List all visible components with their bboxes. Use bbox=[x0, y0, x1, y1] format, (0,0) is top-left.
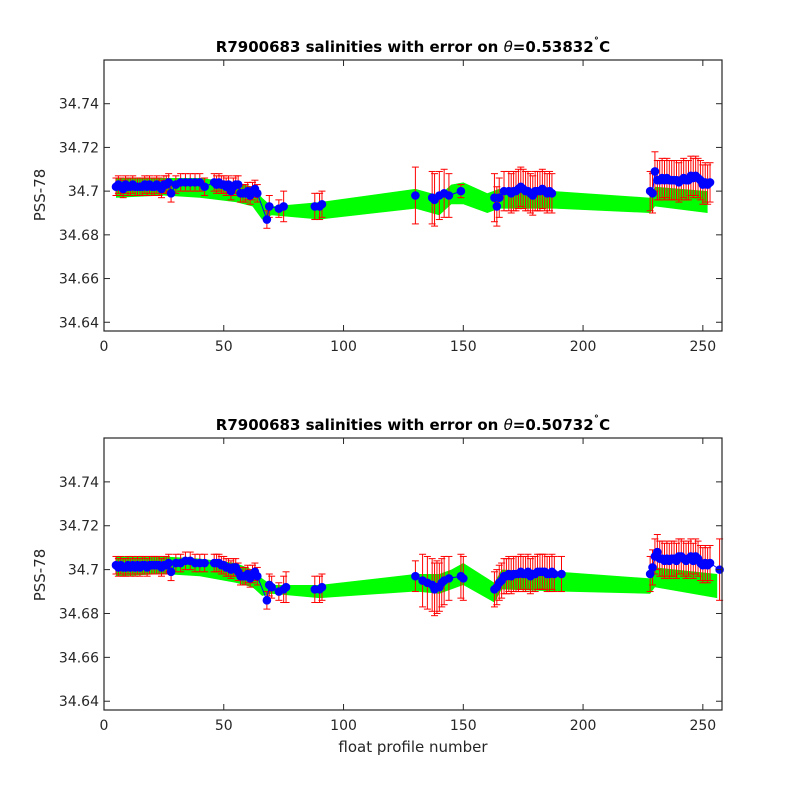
chart-bottom-title: R7900683 salinities with error on θ=0.50… bbox=[216, 414, 610, 434]
chart-top-data-point bbox=[253, 189, 262, 198]
chart-bottom-data-point bbox=[253, 571, 262, 581]
chart-bottom-data-point bbox=[459, 574, 468, 583]
chart-bottom-ytick-label: 34.66 bbox=[59, 650, 99, 666]
chart-top-data-point bbox=[547, 189, 557, 198]
chart-bottom: R7900683 salinities with error on θ=0.50… bbox=[31, 414, 724, 756]
chart-bottom-data-point bbox=[267, 582, 276, 592]
chart-top-xtick-label: 250 bbox=[689, 339, 716, 355]
chart-top-data-point bbox=[262, 215, 272, 224]
chart-bottom-xtick-label: 50 bbox=[215, 718, 233, 734]
chart-bottom-ytick-label: 34.74 bbox=[59, 475, 99, 491]
chart-bottom-data-point bbox=[550, 569, 559, 579]
chart-top-data-point bbox=[444, 191, 454, 200]
chart-top-data-point bbox=[650, 167, 660, 176]
chart-bottom-data-point bbox=[262, 596, 272, 605]
chart-top-data-point bbox=[492, 202, 502, 211]
chart-bottom-axes-box bbox=[103, 437, 723, 711]
chart-top: R7900683 salinities with error on θ=0.53… bbox=[31, 36, 723, 355]
chart-top-axes-box bbox=[103, 59, 723, 332]
chart-bottom-data-point bbox=[557, 569, 566, 579]
chart-top-data-point bbox=[200, 182, 209, 192]
chart-top-title: R7900683 salinities with error on θ=0.53… bbox=[216, 36, 610, 56]
chart-bottom-ylabel: PSS-78 bbox=[31, 549, 49, 602]
chart-bottom-plot: 0 50 100 150 200 250 34.64 34.66 34.68 34.7 34.72 3… bbox=[59, 437, 724, 734]
chart-bottom-data-point bbox=[444, 574, 454, 583]
chart-top-xtick-label: 200 bbox=[570, 339, 597, 355]
chart-bottom-data-point bbox=[411, 571, 420, 581]
chart-bottom-xtick-label: 200 bbox=[570, 718, 597, 734]
chart-bottom-ytick-label: 34.68 bbox=[59, 606, 99, 622]
chart-bottom-data-point bbox=[648, 563, 657, 572]
chart-bottom-xtick-label: 0 bbox=[100, 718, 109, 734]
chart-top-ytick-label: 34.66 bbox=[59, 272, 99, 288]
chart-bottom-ytick-label: 34.64 bbox=[59, 694, 99, 710]
chart-top-xtick-label: 0 bbox=[100, 339, 109, 355]
chart-bottom-xtick-label: 150 bbox=[450, 718, 477, 734]
chart-top-envelope-band bbox=[116, 178, 708, 220]
chart-top-data-point bbox=[411, 191, 420, 200]
chart-top-xtick-label: 150 bbox=[450, 339, 477, 355]
chart-top-data-point bbox=[166, 189, 176, 198]
chart-bottom-ytick-label: 34.72 bbox=[59, 519, 99, 535]
chart-bottom-data-point bbox=[317, 582, 327, 592]
chart-bottom-data-point bbox=[200, 558, 209, 568]
chart-top-ytick-label: 34.7 bbox=[68, 184, 99, 200]
chart-top-data-point bbox=[317, 199, 327, 209]
chart-top-data-point bbox=[233, 180, 243, 189]
chart-top-ytick-label: 34.74 bbox=[59, 97, 99, 113]
chart-top-ytick-label: 34.72 bbox=[59, 140, 99, 156]
chart-bottom-xtick-label: 100 bbox=[330, 718, 357, 734]
chart-bottom-data-point bbox=[705, 558, 715, 568]
chart-top-data-point bbox=[705, 178, 715, 187]
chart-top-data-point bbox=[164, 178, 173, 187]
chart-top-plot: 0 50 100 150 200 250 34.64 34.66 34.68 34.7 34.72 3… bbox=[59, 59, 723, 355]
chart-top-ytick-label: 34.68 bbox=[59, 228, 99, 244]
chart-top-xtick-label: 50 bbox=[215, 339, 233, 355]
chart-bottom-xtick-label: 250 bbox=[689, 718, 716, 734]
chart-top-data-point bbox=[279, 202, 288, 211]
chart-top-data-point bbox=[494, 193, 504, 202]
chart-bottom-data-point bbox=[164, 558, 173, 568]
chart-bottom-data-point bbox=[281, 582, 291, 592]
chart-bottom-data-point bbox=[166, 567, 176, 577]
chart-top-data-point bbox=[648, 189, 657, 198]
chart-top-ylabel: PSS-78 bbox=[31, 169, 49, 222]
chart-bottom-xlabel: float profile number bbox=[338, 738, 488, 756]
chart-top-data-point bbox=[456, 186, 466, 196]
chart-top-xtick-label: 100 bbox=[330, 339, 357, 355]
chart-top-ytick-label: 34.64 bbox=[59, 315, 99, 331]
chart-top-data-point bbox=[264, 202, 274, 211]
chart-bottom-ytick-label: 34.7 bbox=[68, 563, 99, 579]
